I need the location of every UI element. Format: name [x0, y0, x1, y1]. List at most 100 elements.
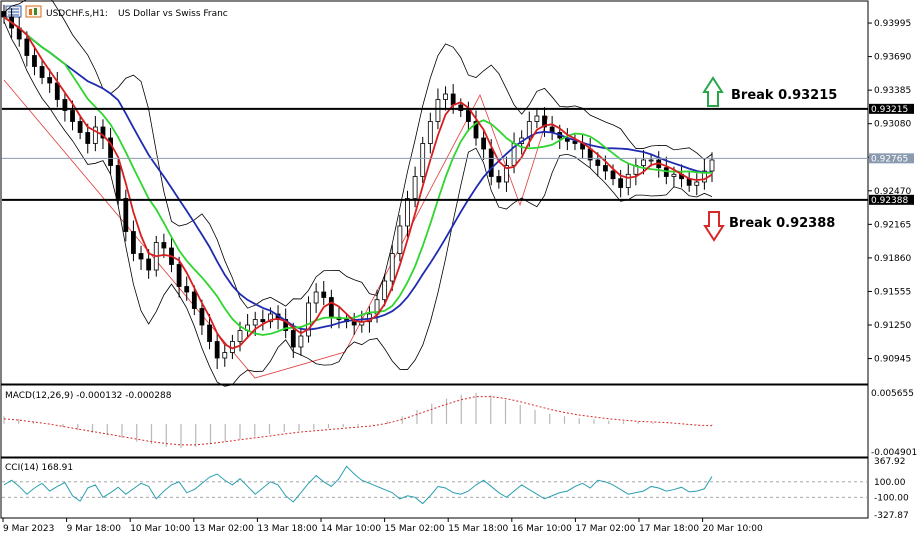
candle — [641, 150, 646, 175]
candle — [443, 86, 448, 111]
candle — [214, 333, 220, 369]
cci-tick-label: 100.00 — [874, 478, 906, 488]
candle — [131, 220, 136, 262]
candle — [260, 309, 266, 331]
candle — [70, 100, 75, 131]
level-price-tag-label: 0.93215 — [871, 105, 908, 115]
candle — [115, 158, 121, 206]
price-plot — [1, 0, 715, 387]
candle — [709, 152, 715, 182]
moving-average-green — [3, 16, 712, 336]
candle — [176, 256, 182, 298]
price-tick-label: 0.91250 — [874, 321, 911, 331]
candle — [199, 299, 205, 335]
price-tick-label: 0.92470 — [874, 187, 911, 197]
cci-pane[interactable] — [0, 457, 869, 519]
candle — [47, 68, 53, 93]
candle — [595, 152, 601, 177]
candle — [313, 283, 319, 313]
candle — [496, 169, 502, 189]
candle — [603, 155, 608, 180]
candle — [283, 308, 289, 339]
price-tick-label: 0.92165 — [874, 220, 911, 230]
candle — [184, 276, 190, 301]
price-axis: 0.939950.936900.933850.930800.927750.924… — [868, 19, 911, 365]
candle — [321, 281, 327, 306]
macd-plot — [3, 392, 713, 449]
candle — [39, 59, 45, 85]
macd-tick-top: 0.005655 — [871, 389, 914, 399]
candle — [481, 130, 487, 160]
time-axis: 9 Mar 2023 9 Mar 18:00 10 Mar 10:00 13 Mar … — [2, 518, 763, 534]
candle — [382, 274, 388, 307]
candle — [701, 160, 707, 190]
time-tick-label: 20 Mar 10:00 — [703, 524, 763, 534]
candle — [427, 112, 433, 154]
time-tick-label: 14 Mar 10:00 — [321, 524, 381, 534]
cci-tick-label: -327.87 — [874, 511, 909, 521]
main-price-pane[interactable] — [0, 0, 869, 385]
current-price-tag — [869, 153, 914, 164]
arrow-up-icon — [702, 76, 724, 107]
candles-mode-icon[interactable] — [25, 5, 42, 18]
candle — [397, 215, 403, 262]
price-tick-label: 0.90945 — [874, 355, 911, 365]
candle — [62, 91, 68, 122]
candle — [405, 190, 410, 237]
chart-header: USDCHF.s,H1: US Dollar vs Swiss Franc — [5, 5, 228, 19]
level-price-tag-label: 0.92388 — [871, 196, 908, 206]
candle — [420, 136, 426, 184]
price-tick-label: 0.93995 — [874, 19, 911, 29]
time-tick-label: 10 Mar 10:00 — [130, 524, 190, 534]
candle — [100, 119, 106, 149]
candle — [504, 156, 509, 192]
level-lines: Break 0.93215 Break 0.92388 0.93215 0.923… — [2, 76, 914, 242]
break-down-label: Break 0.92388 — [729, 216, 835, 231]
level-price-tag — [869, 103, 914, 114]
candle — [694, 173, 700, 196]
time-tick-label: 15 Mar 18:00 — [448, 524, 508, 534]
current-price-tag-label: 0.92765 — [871, 154, 908, 164]
candle — [473, 110, 479, 146]
cci-tick-label: -100.00 — [874, 493, 909, 503]
chart-description: US Dollar vs Swiss Franc — [118, 9, 228, 19]
candle — [298, 326, 304, 356]
candle — [24, 31, 30, 67]
candle — [389, 244, 395, 291]
level-price-tag — [869, 194, 914, 205]
cci-title: CCI(14) 168.91 — [5, 463, 73, 473]
chart-symbol: USDCHF.s,H1: — [46, 9, 108, 19]
candle — [207, 314, 212, 350]
time-tick-label: 9 Mar 2023 — [3, 524, 54, 534]
candle — [108, 128, 113, 175]
moving-average-blue — [3, 16, 712, 331]
time-tick-label: 16 Mar 10:00 — [512, 524, 572, 534]
candle — [625, 163, 631, 196]
arrow-down-icon — [703, 211, 725, 242]
candle — [85, 123, 91, 154]
moving-average-red — [3, 16, 713, 350]
bollinger-upper-line — [3, 0, 713, 309]
time-tick-label: 17 Mar 18:00 — [639, 524, 699, 534]
break-up-label: Break 0.93215 — [731, 88, 837, 103]
macd-pane[interactable] — [0, 384, 869, 458]
candle — [191, 285, 197, 316]
candle — [252, 311, 258, 336]
time-tick-label: 17 Mar 02:00 — [575, 524, 635, 534]
time-tick-label: 13 Mar 02:00 — [194, 524, 254, 534]
time-tick-label: 13 Mar 18:00 — [257, 524, 317, 534]
cci-line — [3, 465, 713, 505]
candle — [161, 233, 167, 258]
price-tick-label: 0.91555 — [874, 287, 911, 297]
price-tick-label: 0.93080 — [874, 120, 911, 130]
candle — [306, 296, 311, 343]
macd-tick-bottom: -0.004901 — [871, 448, 917, 458]
candle — [32, 45, 37, 76]
cci-tick-label: 367.92 — [874, 457, 906, 467]
price-tick-label: 0.93385 — [874, 86, 911, 96]
candle — [534, 109, 540, 129]
candle — [92, 116, 98, 152]
price-tick-label: 0.93690 — [874, 53, 911, 63]
time-tick-label: 15 Mar 02:00 — [385, 524, 445, 534]
cci-plot: 367.92 100.00 -100.00 -327.87 — [2, 457, 909, 521]
